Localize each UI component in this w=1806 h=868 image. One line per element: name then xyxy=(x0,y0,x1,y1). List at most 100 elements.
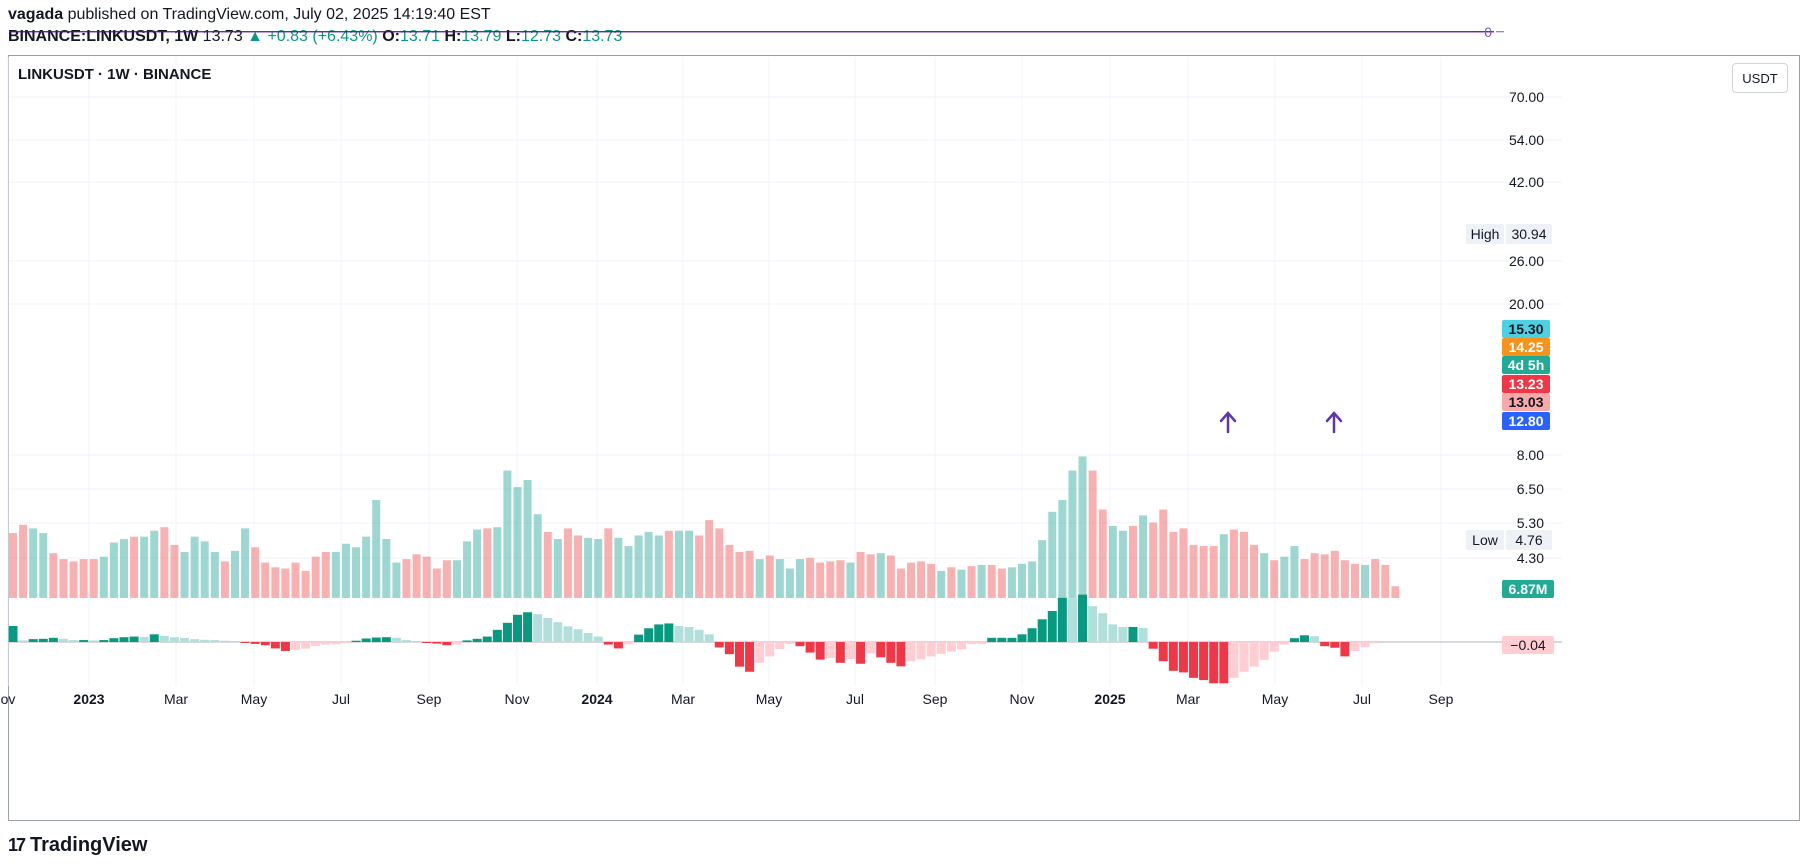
price-badge-bg xyxy=(1502,338,1550,356)
volume-bar xyxy=(977,564,986,598)
oscillator-bar xyxy=(442,642,452,646)
volume-bar xyxy=(59,559,68,598)
y-axis-label: 20.00 xyxy=(1509,296,1544,312)
volume-bar xyxy=(1229,529,1238,598)
volume-bar xyxy=(876,553,885,598)
currency-unit-button[interactable]: USDT xyxy=(1732,63,1788,93)
x-axis-label: ov xyxy=(1,691,16,707)
tradingview-logo-icon: 17 xyxy=(8,835,26,855)
volume-bar xyxy=(1159,509,1168,598)
volume-bar xyxy=(685,530,694,598)
volume-bar xyxy=(1078,456,1087,598)
volume-bar xyxy=(39,533,48,598)
volume-bar xyxy=(775,559,784,598)
oscillator-bar xyxy=(684,626,694,642)
oscillator-bar xyxy=(301,642,311,649)
oscillator-bar xyxy=(210,640,220,642)
volume-bar xyxy=(281,568,290,598)
volume-bar xyxy=(271,567,280,598)
price-badge: 13.23 xyxy=(1508,376,1543,392)
volume-bar xyxy=(987,564,996,598)
volume-bar xyxy=(1381,564,1390,598)
volume-bar xyxy=(856,551,865,598)
price-badge: 13.03 xyxy=(1508,394,1543,410)
y-axis-label: 70.00 xyxy=(1509,89,1544,105)
volume-bar xyxy=(927,563,936,598)
volume-bar xyxy=(331,551,340,598)
footer-logo[interactable]: 17 TradingView xyxy=(8,834,147,857)
oscillator-bar xyxy=(664,623,674,642)
oscillator-bar xyxy=(573,629,583,642)
oscillator-bar xyxy=(1168,642,1178,671)
oscillator-bar xyxy=(1229,642,1239,678)
volume-bar xyxy=(1371,559,1380,598)
oscillator-bar xyxy=(926,642,936,657)
oscillator-bar xyxy=(543,618,553,642)
oscillator-bar xyxy=(1310,636,1320,642)
volume-bar xyxy=(341,543,350,598)
y-axis-label: 5.30 xyxy=(1517,515,1544,531)
oscillator-bar xyxy=(48,637,58,642)
volume-bar xyxy=(1250,544,1259,598)
volume-bar xyxy=(1350,563,1359,598)
price-badge-bg xyxy=(1502,412,1550,430)
oscillator-bar xyxy=(1047,610,1057,642)
x-axis-label: 2025 xyxy=(1094,691,1125,707)
volume-bar xyxy=(664,530,673,598)
volume-bar xyxy=(19,524,28,598)
oscillator-bar xyxy=(1108,624,1118,642)
volume-bar xyxy=(543,531,552,598)
oscillator-bar xyxy=(553,622,563,642)
volume-bar xyxy=(109,542,118,598)
author-name[interactable]: vagada xyxy=(8,6,64,23)
oscillator-bar xyxy=(361,638,371,642)
volume-bar xyxy=(715,528,724,598)
oscillator-bar xyxy=(704,634,714,642)
volume-badge-bg xyxy=(1502,580,1554,598)
volume-bar xyxy=(79,559,88,598)
volume-bar xyxy=(9,533,17,598)
volume-bar xyxy=(826,561,835,598)
oscillator-bar xyxy=(1118,626,1128,642)
oscillator-bar xyxy=(593,636,603,642)
oscillator-bar xyxy=(946,642,956,652)
price-badge: 12.80 xyxy=(1508,413,1543,429)
volume-bar xyxy=(362,536,371,598)
volume-bar xyxy=(210,551,219,598)
volume-bar xyxy=(1340,560,1349,598)
volume-bar xyxy=(1149,522,1158,598)
oscillator-bar xyxy=(613,642,623,649)
volume-bar xyxy=(917,561,926,598)
oscillator-bar xyxy=(654,624,664,642)
volume-bar xyxy=(1088,470,1097,598)
volume-bar xyxy=(594,539,603,598)
oscillator-bar xyxy=(69,640,79,642)
volume-bar xyxy=(634,535,643,598)
oscillator-bar xyxy=(432,642,442,644)
oscillator-bar xyxy=(1128,626,1138,642)
x-axis-label: May xyxy=(756,691,782,707)
oscillator-bar xyxy=(422,642,432,643)
volume-bar xyxy=(170,544,179,598)
oscillator-bar xyxy=(1007,637,1017,642)
oscillator-bar xyxy=(745,642,755,672)
marker-label: Low xyxy=(1472,532,1499,548)
volume-bar xyxy=(352,547,361,598)
volume-bar xyxy=(1098,509,1107,598)
volume-bar xyxy=(29,528,38,598)
volume-bar xyxy=(432,568,441,598)
chart-title: LINKUSDT · 1W · BINANCE xyxy=(18,66,212,83)
oscillator-bar xyxy=(331,642,341,645)
oscillator-bar xyxy=(936,642,946,654)
oscillator-bar xyxy=(583,633,593,642)
oscillator-bar xyxy=(825,642,835,658)
volume-bar xyxy=(412,554,421,598)
volume-bar xyxy=(614,537,623,598)
marker-label-bg xyxy=(1466,224,1504,244)
volume-bar xyxy=(725,544,734,598)
volume-bar xyxy=(523,480,532,598)
publish-info: vagada published on TradingView.com, Jul… xyxy=(8,6,491,24)
volume-bar xyxy=(1391,586,1400,598)
oscillator-bar xyxy=(139,636,149,642)
